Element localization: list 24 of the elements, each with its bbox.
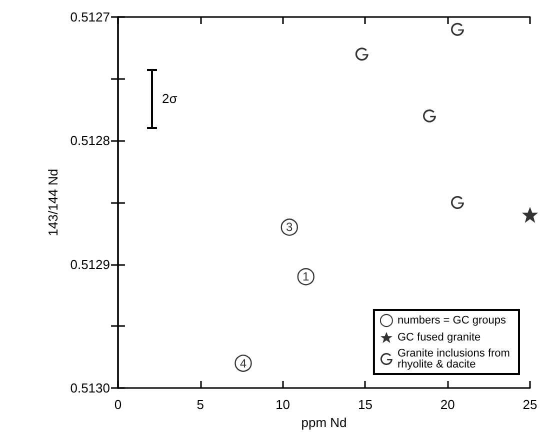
point: [450, 22, 464, 36]
annotation: 2σ: [162, 91, 178, 106]
x-axis-title: ppm Nd: [301, 414, 347, 430]
point: [355, 48, 368, 61]
x-tick-label: 20: [440, 397, 455, 412]
y-tick-label: 0.5130: [70, 380, 110, 396]
y-tick-label: 0.5129: [70, 256, 110, 272]
x-tick-label: 15: [358, 397, 372, 412]
x-tick-label: 25: [522, 397, 538, 412]
point: [450, 196, 464, 209]
x-tick-label: 5: [196, 397, 204, 412]
annotation: 3: [286, 220, 294, 234]
point: [422, 109, 436, 122]
y-axis-title: 143/144 Nd: [45, 168, 60, 236]
annotation: 4: [240, 356, 247, 370]
legend-label: GC fused granite: [397, 332, 481, 344]
x-tick-label: 10: [276, 397, 290, 412]
legend-label: Granite inclusions from rhyolite & dacite: [397, 348, 514, 370]
y-tick-label: 0.5127: [70, 10, 110, 24]
y-tick-label: 0.5128: [70, 133, 110, 148]
legend-label: numbers = GC groups: [397, 314, 506, 326]
point: [522, 206, 538, 223]
x-tick-label: 0: [114, 397, 122, 412]
annotation: 1: [302, 270, 310, 284]
